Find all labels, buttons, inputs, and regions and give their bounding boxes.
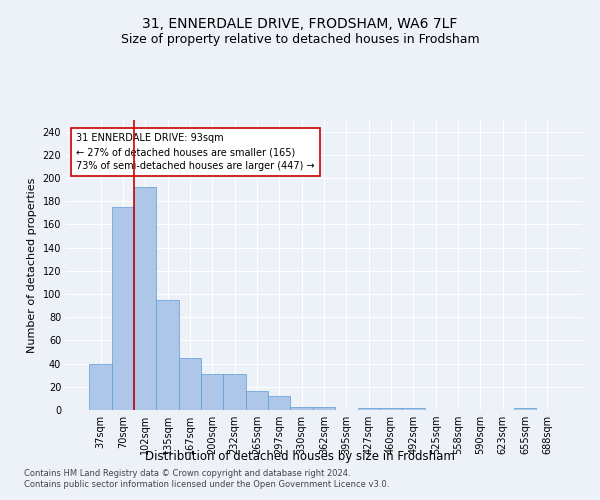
Bar	[358, 408, 380, 410]
Bar	[179, 358, 201, 410]
Text: Contains HM Land Registry data © Crown copyright and database right 2024.: Contains HM Land Registry data © Crown c…	[24, 468, 350, 477]
Bar	[246, 392, 268, 410]
Bar	[201, 374, 223, 410]
Bar	[268, 396, 290, 410]
Y-axis label: Number of detached properties: Number of detached properties	[27, 178, 37, 352]
Text: Contains public sector information licensed under the Open Government Licence v3: Contains public sector information licen…	[24, 480, 389, 489]
Bar	[157, 300, 179, 410]
Bar	[290, 406, 313, 410]
Bar	[514, 408, 536, 410]
Bar	[134, 188, 157, 410]
Text: 31, ENNERDALE DRIVE, FRODSHAM, WA6 7LF: 31, ENNERDALE DRIVE, FRODSHAM, WA6 7LF	[142, 18, 458, 32]
Bar	[112, 207, 134, 410]
Text: 31 ENNERDALE DRIVE: 93sqm
← 27% of detached houses are smaller (165)
73% of semi: 31 ENNERDALE DRIVE: 93sqm ← 27% of detac…	[76, 133, 315, 171]
Text: Size of property relative to detached houses in Frodsham: Size of property relative to detached ho…	[121, 32, 479, 46]
Text: Distribution of detached houses by size in Frodsham: Distribution of detached houses by size …	[145, 450, 455, 463]
Bar	[313, 406, 335, 410]
Bar	[380, 408, 402, 410]
Bar	[223, 374, 246, 410]
Bar	[402, 408, 425, 410]
Bar	[89, 364, 112, 410]
